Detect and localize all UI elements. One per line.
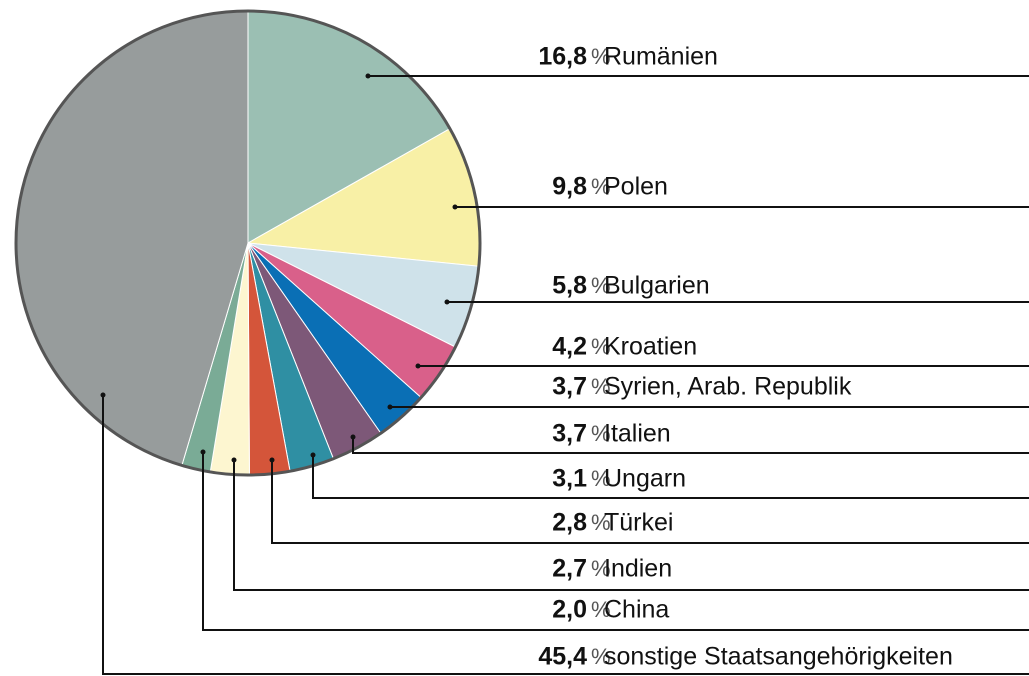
category-label: Italien xyxy=(604,420,671,448)
value-label: 2,7 xyxy=(552,555,587,583)
unit-label: % xyxy=(591,510,611,535)
leader-dot xyxy=(231,457,237,463)
leader-dot xyxy=(100,392,106,398)
leader-line xyxy=(233,460,1029,591)
unit-label: % xyxy=(591,44,611,69)
value-label: 3,7 xyxy=(552,420,587,448)
value-label: 4,2 xyxy=(552,333,587,361)
category-label: Ungarn xyxy=(604,465,686,493)
leader-line xyxy=(352,437,1029,454)
unit-label: % xyxy=(591,273,611,298)
category-label: Kroatien xyxy=(604,333,697,361)
leader-line xyxy=(102,395,1029,675)
leader-dot xyxy=(444,299,450,305)
leader-dot xyxy=(310,452,316,458)
category-label: Bulgarien xyxy=(604,272,710,300)
leader-dot xyxy=(452,204,458,210)
value-label: 16,8 xyxy=(538,43,587,71)
leader-dot xyxy=(415,363,421,369)
value-label: 9,8 xyxy=(552,173,587,201)
leader-dot xyxy=(387,404,393,410)
value-label: 45,4 xyxy=(538,643,587,671)
category-label: Rumänien xyxy=(604,43,718,71)
leader-line xyxy=(271,460,1029,544)
unit-label: % xyxy=(591,421,611,446)
value-label: 2,0 xyxy=(552,596,587,624)
category-label: Syrien, Arab. Republik xyxy=(604,373,852,401)
leader-dot xyxy=(365,73,371,79)
unit-label: % xyxy=(591,466,611,491)
unit-label: % xyxy=(591,644,611,669)
unit-label: % xyxy=(591,374,611,399)
value-label: 3,1 xyxy=(552,465,587,493)
unit-label: % xyxy=(591,556,611,581)
category-label: sonstige Staatsangehörigkeiten xyxy=(604,643,953,671)
leader-dot xyxy=(269,457,275,463)
leader-dot xyxy=(350,434,356,440)
category-label: China xyxy=(604,596,669,624)
value-label: 2,8 xyxy=(552,509,587,537)
category-label: Polen xyxy=(604,173,668,201)
leader-dot xyxy=(200,449,206,455)
unit-label: % xyxy=(591,334,611,359)
unit-label: % xyxy=(591,174,611,199)
leader-line xyxy=(202,452,1029,631)
value-label: 5,8 xyxy=(552,272,587,300)
value-label: 3,7 xyxy=(552,373,587,401)
category-label: Indien xyxy=(604,555,672,583)
pie-outline xyxy=(14,9,482,477)
category-label: Türkei xyxy=(604,509,673,537)
unit-label: % xyxy=(591,597,611,622)
leader-line xyxy=(312,455,1029,499)
